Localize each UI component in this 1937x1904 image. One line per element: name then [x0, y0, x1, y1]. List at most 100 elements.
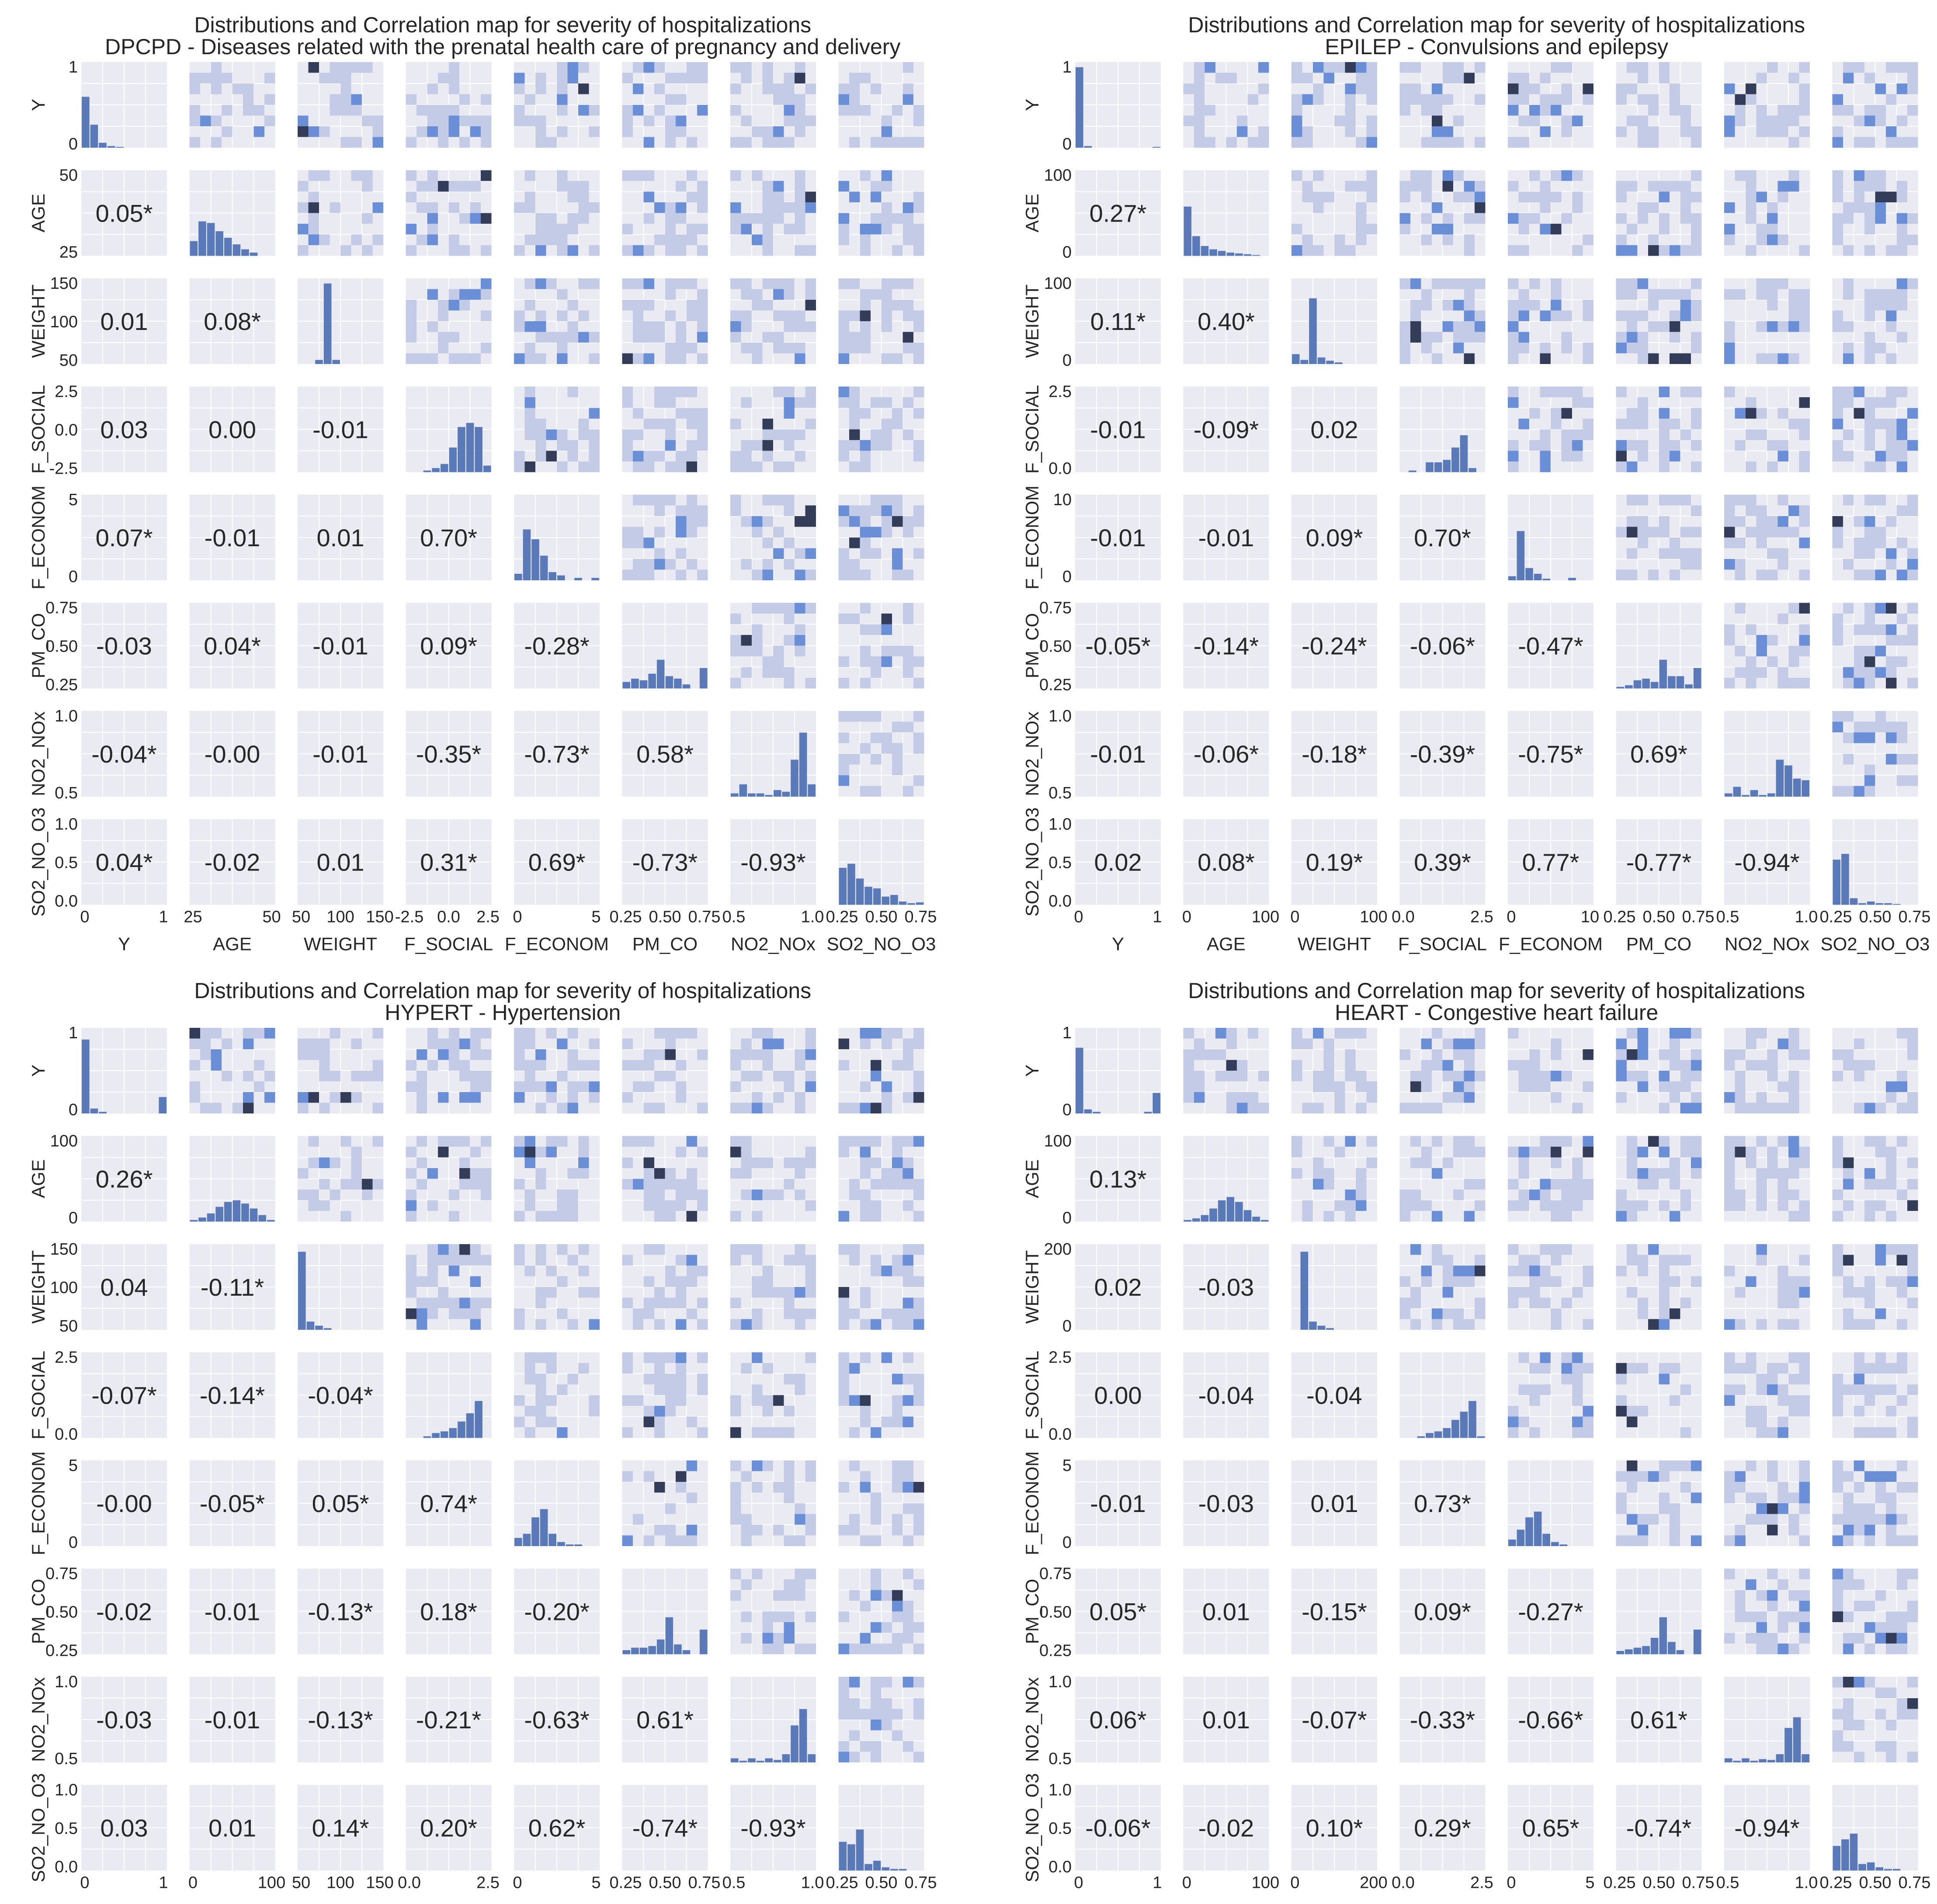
correlation-label: -0.00	[205, 740, 260, 768]
heatmap-bin	[784, 278, 795, 289]
heatmap-bin	[546, 451, 557, 462]
grid-cell	[1616, 1028, 1702, 1113]
heatmap-bin	[697, 1353, 708, 1363]
heatmap-bin	[849, 440, 860, 451]
heatmap-bin	[1529, 440, 1540, 451]
heatmap-bin	[784, 1471, 795, 1482]
heatmap-bin	[481, 1255, 492, 1266]
heatmap-bin	[1746, 94, 1756, 105]
heatmap-bin	[644, 1276, 655, 1287]
heatmap-bin	[1864, 202, 1875, 213]
heatmap-bin	[1735, 170, 1746, 181]
heatmap-bin	[1648, 105, 1659, 116]
heatmap-bin	[1746, 461, 1756, 472]
x-tick-label: 0.25	[610, 1874, 642, 1892]
histogram-bar	[324, 1328, 332, 1330]
heatmap-bin	[449, 126, 460, 137]
grid-cell: 0.04*	[190, 603, 275, 689]
heatmap-bin	[438, 137, 449, 148]
heatmap-bin	[805, 289, 816, 300]
grid-cell: -0.01	[1075, 495, 1161, 580]
histogram-bar	[1201, 246, 1209, 256]
x-tick-label: 0.50	[865, 1874, 898, 1892]
histogram-bar	[1617, 687, 1625, 689]
heatmap-bin	[763, 516, 774, 527]
y-axis-label: PM_CO	[1022, 613, 1042, 678]
heatmap-bin	[1778, 1179, 1789, 1190]
heatmap-bin	[892, 765, 903, 776]
heatmap-bin	[871, 711, 882, 722]
heatmap-bin	[1864, 300, 1875, 311]
heatmap-bin	[752, 1308, 763, 1319]
grid-cell	[298, 62, 383, 148]
heatmap-bin	[1691, 192, 1702, 203]
heatmap-bin	[697, 1266, 708, 1276]
heatmap-bin	[676, 73, 687, 84]
heatmap-bin	[1226, 1028, 1237, 1039]
heatmap-bin	[773, 1039, 784, 1050]
heatmap-bin	[449, 1136, 460, 1147]
grid-cell	[1724, 1136, 1810, 1222]
heatmap-bin	[1583, 1082, 1594, 1092]
heatmap-bin	[892, 570, 903, 581]
heatmap-bin	[665, 1503, 676, 1514]
heatmap-bin	[1897, 570, 1908, 581]
heatmap-bin	[1735, 116, 1746, 127]
heatmap-bin	[763, 1028, 774, 1039]
heatmap-bin	[784, 1612, 795, 1623]
heatmap-bin	[763, 300, 774, 311]
heatmap-bin	[1843, 73, 1854, 84]
heatmap-bin	[871, 1060, 882, 1071]
heatmap-bin	[1551, 311, 1562, 322]
grid-cell	[730, 1353, 816, 1438]
heatmap-bin	[1540, 1244, 1551, 1255]
heatmap-bin	[1897, 614, 1908, 624]
x-tick-label: 0.50	[649, 1874, 681, 1892]
heatmap-bin	[752, 1158, 763, 1169]
heatmap-bin	[1788, 1103, 1799, 1114]
heatmap-bin	[525, 354, 536, 364]
histogram-bar	[856, 878, 864, 905]
heatmap-bin	[417, 126, 427, 137]
histogram-bar	[1867, 902, 1875, 905]
histogram-bar	[190, 241, 198, 256]
heatmap-bin	[298, 1092, 309, 1103]
heatmap-bin	[773, 1612, 784, 1623]
heatmap-bin	[730, 1147, 741, 1158]
heatmap-bin	[784, 1427, 795, 1438]
heatmap-bin	[481, 1168, 492, 1179]
heatmap-bin	[892, 1168, 903, 1179]
heatmap-bin	[340, 94, 351, 105]
grid-cell	[839, 278, 924, 364]
heatmap-bin	[795, 1255, 805, 1266]
heatmap-bin	[903, 1244, 914, 1255]
heatmap-bin	[1897, 732, 1908, 743]
heatmap-bin	[546, 1028, 557, 1039]
heatmap-bin	[871, 527, 882, 538]
grid-cell: 0.14*	[298, 1785, 383, 1871]
heatmap-bin	[839, 1374, 850, 1385]
heatmap-bin	[514, 354, 525, 364]
heatmap-bin	[1875, 722, 1886, 733]
heatmap-bin	[903, 1503, 914, 1514]
heatmap-bin	[373, 1179, 384, 1190]
heatmap-bin	[633, 1308, 644, 1319]
heatmap-bin	[860, 245, 871, 256]
heatmap-bin	[654, 1179, 665, 1190]
heatmap-bin	[763, 1266, 774, 1276]
heatmap-bin	[676, 1147, 687, 1158]
heatmap-bin	[1724, 224, 1735, 235]
heatmap-bin	[882, 300, 892, 311]
heatmap-bin	[633, 430, 644, 440]
heatmap-bin	[1421, 105, 1432, 116]
heatmap-bin	[459, 116, 470, 127]
heatmap-bin	[406, 137, 417, 148]
histogram-bar	[241, 1203, 249, 1221]
heatmap-bin	[470, 354, 481, 364]
heatmap-bin	[741, 667, 752, 678]
heatmap-bin	[644, 1103, 655, 1114]
grid-cell	[190, 1028, 275, 1113]
heatmap-bin	[1691, 300, 1702, 311]
heatmap-bin	[773, 430, 784, 440]
grid-cell	[514, 1244, 600, 1330]
